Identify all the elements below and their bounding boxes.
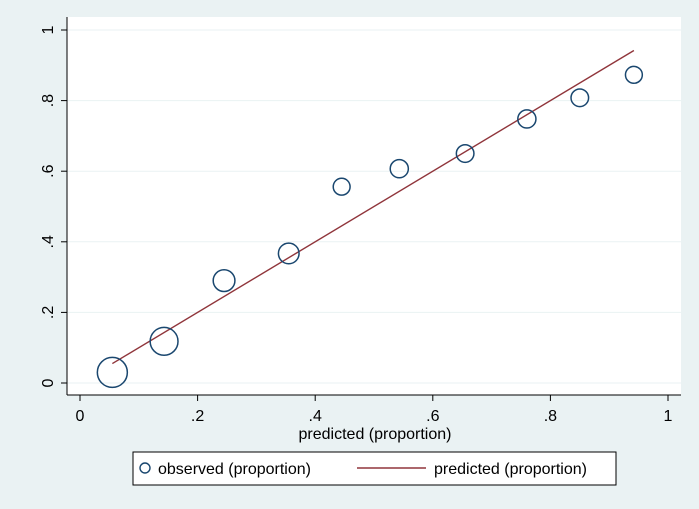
observed-point-7 bbox=[517, 109, 537, 129]
observed-point-3 bbox=[277, 242, 300, 265]
x-tick-label-1: .2 bbox=[191, 408, 204, 425]
observed-point-0 bbox=[96, 356, 129, 389]
x-tick-label-0: 0 bbox=[76, 408, 85, 425]
x-tick-label-4: .8 bbox=[544, 408, 557, 425]
x-tick-label-5: 1 bbox=[664, 408, 673, 425]
x-tick-label-3: .6 bbox=[426, 408, 439, 425]
observed-point-2 bbox=[212, 269, 236, 293]
y-tick-label-3: .6 bbox=[40, 164, 57, 177]
axis-layer: 0 .2 .4 .6 .8 1 0 .2 .4 .6 .8 1 bbox=[40, 17, 681, 425]
observed-point-5 bbox=[389, 158, 410, 179]
y-tick-label-0: 0 bbox=[40, 378, 57, 387]
observed-point-8 bbox=[570, 88, 590, 108]
y-tick-label-1: .2 bbox=[40, 306, 57, 319]
legend: observed (proportion) predicted (proporti… bbox=[132, 451, 617, 486]
observed-point-1 bbox=[149, 326, 179, 357]
x-tick-label-2: .4 bbox=[309, 408, 322, 425]
y-tick-label-5: 1 bbox=[40, 25, 57, 34]
series-layer bbox=[96, 49, 644, 389]
observed-point-9 bbox=[624, 65, 644, 85]
grid-layer bbox=[67, 29, 681, 384]
y-tick-label-2: .4 bbox=[40, 235, 57, 248]
observed-point-4 bbox=[332, 177, 351, 196]
series-line-predicted bbox=[111, 49, 635, 365]
legend-label-observed: observed (proportion) bbox=[158, 461, 311, 478]
y-tick-label-4: .8 bbox=[40, 94, 57, 107]
x-axis-title: predicted (proportion) bbox=[299, 426, 452, 443]
legend-marker-observed bbox=[139, 462, 151, 474]
legend-label-predicted: predicted (proportion) bbox=[434, 461, 587, 478]
observed-point-6 bbox=[455, 144, 475, 164]
